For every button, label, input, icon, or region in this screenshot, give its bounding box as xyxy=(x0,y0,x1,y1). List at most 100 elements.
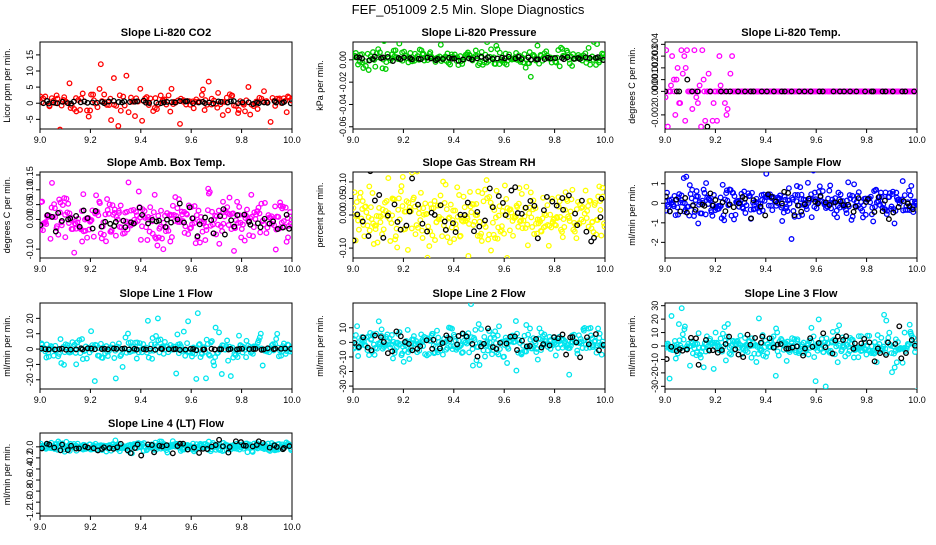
data-point xyxy=(906,187,912,194)
data-point xyxy=(185,318,192,325)
x-tick-label: 9.8 xyxy=(235,395,248,405)
data-point xyxy=(531,231,538,237)
data-points xyxy=(665,172,917,242)
data-point xyxy=(758,339,764,346)
data-point xyxy=(432,349,438,356)
data-point xyxy=(414,172,421,175)
data-point xyxy=(524,221,531,228)
data-point xyxy=(80,191,87,198)
data-point xyxy=(559,331,566,338)
data-point xyxy=(220,198,226,205)
data-point xyxy=(184,340,191,347)
data-point xyxy=(145,354,152,361)
data-point xyxy=(496,203,503,210)
data-point xyxy=(397,333,404,340)
data-point xyxy=(468,56,475,63)
data-point xyxy=(861,335,868,342)
data-point xyxy=(559,344,566,351)
data-point xyxy=(424,228,431,235)
data-point xyxy=(495,351,502,358)
y-tick-label: -0.04 xyxy=(338,94,348,115)
data-point xyxy=(585,202,592,209)
data-point xyxy=(893,359,900,366)
data-point xyxy=(255,100,262,107)
data-point xyxy=(512,184,519,191)
data-point xyxy=(776,195,783,202)
data-point xyxy=(503,340,510,347)
data-point xyxy=(794,336,801,343)
data-point xyxy=(499,208,506,214)
data-point xyxy=(853,88,860,95)
data-point xyxy=(243,354,250,361)
data-point xyxy=(371,53,378,60)
data-point xyxy=(452,207,459,214)
data-point xyxy=(590,42,597,45)
data-point xyxy=(451,55,458,62)
data-point xyxy=(497,339,504,346)
data-point xyxy=(726,333,733,340)
data-point xyxy=(583,215,590,222)
x-tick-label: 10.0 xyxy=(908,264,926,274)
data-point xyxy=(57,336,64,343)
data-point xyxy=(549,195,556,202)
data-point xyxy=(226,194,233,201)
data-point xyxy=(530,197,537,204)
data-point xyxy=(485,236,492,243)
data-point xyxy=(785,185,792,192)
y-tick-label: -1.0 xyxy=(25,494,35,510)
chart-title: Slope Amb. Box Temp. xyxy=(107,157,226,169)
data-point xyxy=(569,334,576,341)
x-tick-label: 9.2 xyxy=(397,135,410,145)
data-point xyxy=(724,321,731,327)
data-point xyxy=(781,88,788,95)
data-point xyxy=(200,86,206,93)
data-point xyxy=(134,339,141,346)
data-point xyxy=(486,193,493,200)
data-point xyxy=(559,234,566,241)
data-point xyxy=(747,88,754,95)
y-tick-label: 0.10 xyxy=(338,173,348,191)
x-tick-label: 9.4 xyxy=(135,395,148,405)
data-point xyxy=(826,187,833,194)
data-point xyxy=(742,195,748,202)
data-point xyxy=(77,106,83,113)
data-point xyxy=(380,226,387,233)
data-point xyxy=(174,216,181,223)
data-point xyxy=(368,347,375,354)
data-point xyxy=(203,375,209,382)
data-point xyxy=(431,265,436,270)
data-point xyxy=(700,364,707,371)
data-point xyxy=(288,345,292,352)
data-point xyxy=(362,203,369,210)
data-point xyxy=(800,352,807,359)
y-tick-label: 5 xyxy=(25,85,35,90)
data-point xyxy=(687,362,693,369)
data-point xyxy=(597,206,604,213)
data-point xyxy=(358,215,365,222)
y-tick-label: 30 xyxy=(650,301,660,311)
data-point xyxy=(355,353,362,359)
data-point xyxy=(374,239,381,246)
data-point xyxy=(681,323,688,330)
data-point xyxy=(109,202,116,209)
data-point xyxy=(362,63,369,69)
data-point xyxy=(486,185,493,192)
data-point xyxy=(177,120,183,127)
data-point xyxy=(485,325,491,332)
data-point xyxy=(390,355,396,362)
x-tick-label: 9.6 xyxy=(498,264,511,274)
data-point xyxy=(194,310,201,317)
data-point xyxy=(50,352,57,359)
y-tick-label: 0 xyxy=(25,101,35,106)
data-point xyxy=(43,221,50,228)
data-point xyxy=(561,224,568,230)
data-point xyxy=(820,349,827,356)
data-point xyxy=(96,85,103,92)
data-point xyxy=(473,200,480,207)
data-point xyxy=(443,206,450,213)
data-point xyxy=(892,340,899,347)
data-point xyxy=(112,219,119,225)
data-point xyxy=(247,221,254,228)
data-point xyxy=(264,99,271,106)
data-point xyxy=(673,76,680,83)
